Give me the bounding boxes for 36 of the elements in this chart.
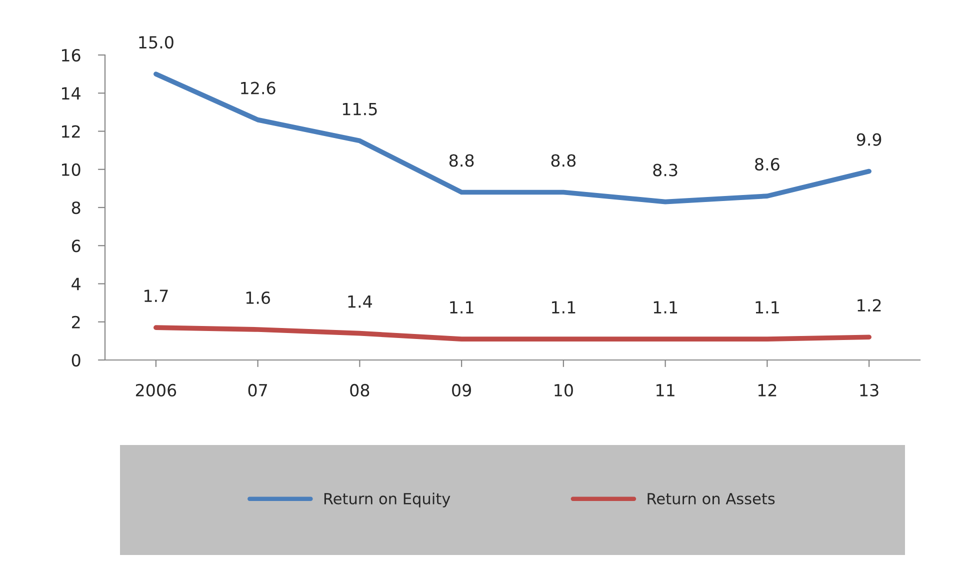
y-tick-label: 0 <box>72 354 80 367</box>
y-tick-label: 2 <box>72 316 80 328</box>
data-label: 1.6 <box>246 291 270 304</box>
data-label: 1.1 <box>450 301 474 314</box>
y-tick-label: 6 <box>72 240 80 252</box>
data-label: 15.0 <box>139 36 174 49</box>
x-tick-label: 12 <box>758 384 776 396</box>
data-label: 9.9 <box>856 133 882 146</box>
x-tick-label: 09 <box>452 384 471 397</box>
data-label: 1.7 <box>144 290 168 302</box>
data-label: 8.6 <box>755 158 780 171</box>
data-label: 8.3 <box>653 164 678 176</box>
x-tick-label: 07 <box>248 384 267 397</box>
y-tick-label: 8 <box>72 201 80 214</box>
y-tick-label: 14 <box>62 87 80 100</box>
data-label: 1.1 <box>552 301 576 314</box>
data-label: 1.4 <box>348 295 372 308</box>
x-tick-label: 13 <box>860 384 878 397</box>
y-tick-label: 16 <box>62 48 80 62</box>
data-label: 1.1 <box>654 301 678 314</box>
line-series <box>154 325 872 342</box>
y-tick-label: 4 <box>72 278 80 290</box>
x-tick-label: 10 <box>554 384 573 397</box>
y-tick-label: 10 <box>62 163 80 176</box>
data-label: 8.8 <box>449 154 474 167</box>
x-tick-label: 11 <box>656 384 674 396</box>
y-tick-label: 12 <box>62 125 80 138</box>
data-label: 11.5 <box>342 102 377 116</box>
x-tick-label: 08 <box>350 384 370 397</box>
legend-label: Return on Assets <box>648 493 775 504</box>
legend-label: Return on Equity <box>324 492 450 508</box>
data-label: 8.8 <box>551 154 576 167</box>
x-tick-label: 2006 <box>136 384 176 397</box>
data-label: 12.6 <box>241 82 276 94</box>
data-label: 1.2 <box>858 299 881 312</box>
data-label: 1.1 <box>756 301 779 314</box>
